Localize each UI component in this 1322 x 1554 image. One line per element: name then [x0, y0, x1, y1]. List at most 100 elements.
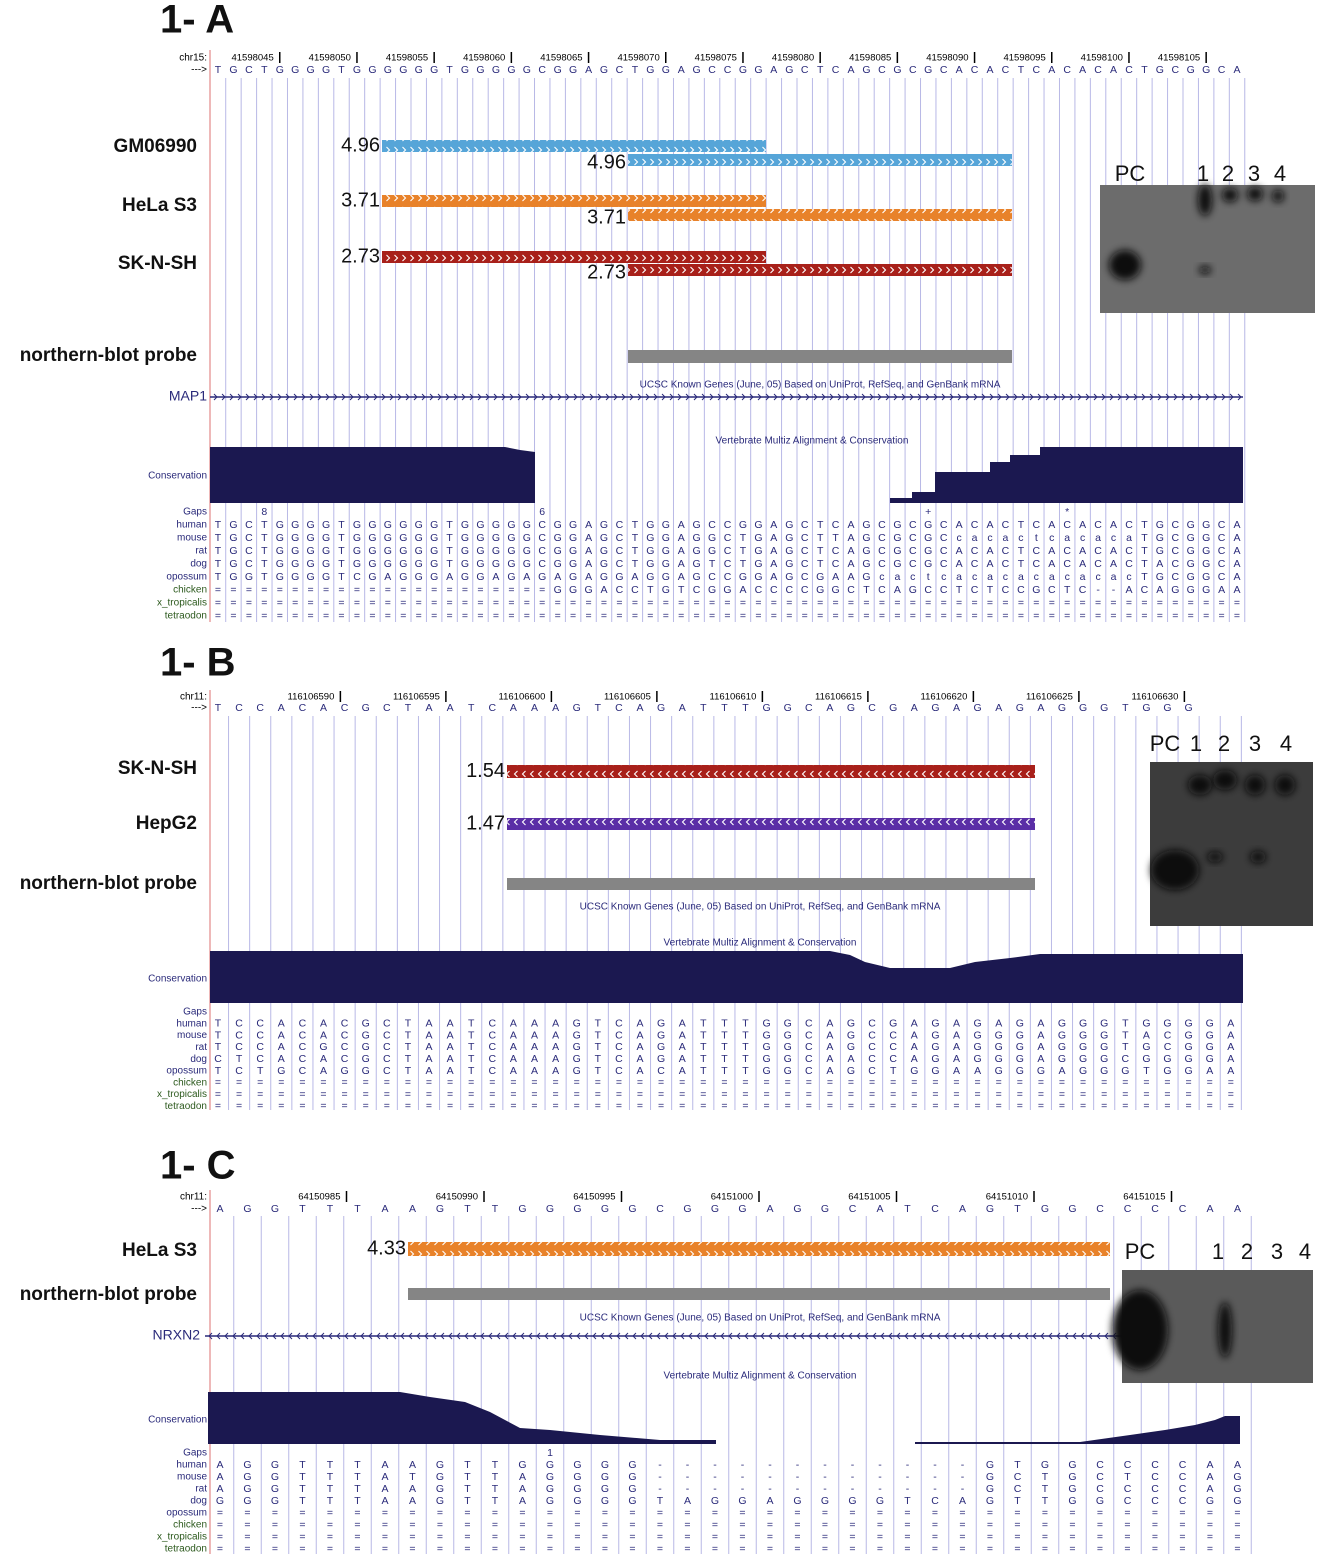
sequence: ========================================…	[215, 1100, 1234, 1112]
gene-name: MAP1	[169, 388, 207, 404]
sequence: CTCACACGCTAATCAAAGTCAGATTTGGCAACCAGAGGGA…	[214, 1053, 1234, 1065]
track-score: 4.33	[367, 1237, 406, 1259]
lane-label: 4	[1280, 731, 1292, 756]
lane-label: 1	[1197, 161, 1209, 186]
sequence: TGCTGGGGTGGGGGGTGGGGGCGGAGCTGGAGCCGGAGCT…	[215, 64, 1241, 76]
blot-band	[1213, 770, 1237, 790]
sequence: 1	[219, 1447, 554, 1459]
species-label: Gaps	[183, 507, 207, 518]
position-label: 41598085	[849, 53, 891, 64]
track-name: SK-N-SH	[118, 253, 197, 274]
lane-label: 1	[1212, 1239, 1224, 1264]
track-bar-direction	[628, 154, 1012, 166]
species-label: tetraodon	[165, 611, 207, 622]
probe-bar	[628, 350, 1012, 363]
sequence: TGCTGGGGTGGGGGGTGGGGGCGGAGCTGGAGGCTGAGCT…	[215, 545, 1241, 557]
lane-label: 3	[1271, 1239, 1283, 1264]
species-label: mouse	[177, 1030, 207, 1041]
probe-bar	[408, 1288, 1110, 1300]
lane-label: PC	[1115, 161, 1146, 186]
sequence: TCTGCAGGCTAATCAAAGTCACATTTGGCAGCTGGAAGGG…	[215, 1065, 1235, 1077]
track-bar-direction	[628, 264, 1012, 276]
position-label: 41598095	[1003, 53, 1045, 64]
position-label: 64151010	[986, 1192, 1028, 1203]
lane-label: 4	[1274, 161, 1286, 186]
species-label: chicken	[173, 1077, 207, 1088]
blot-band	[1247, 187, 1263, 201]
track-score: 1.47	[466, 812, 505, 834]
position-label: 116106620	[921, 692, 968, 703]
species-label: x_tropicalis	[157, 1532, 207, 1543]
conservation-label: Conservation	[148, 471, 207, 482]
track-score: 2.73	[587, 261, 626, 283]
track-name: HeLa S3	[122, 1240, 197, 1261]
position-label: 64150985	[298, 1192, 340, 1203]
position-label: 64151015	[1123, 1192, 1165, 1203]
conservation-caption: Vertebrate Multiz Alignment & Conservati…	[664, 1371, 857, 1382]
blot-band	[1250, 851, 1266, 863]
sequence: TCCACACGCTAATCAAAGTCAGATTTGGCAGCGAGAGAGA…	[215, 1018, 1235, 1030]
position-label: 64150995	[573, 1192, 615, 1203]
sequence: AGGTTTAAGTTGGGGGCGGGAGGCATCAGTGGCCCCAA	[216, 1203, 1241, 1215]
position-label: 41598080	[772, 53, 814, 64]
lane-label: 3	[1249, 731, 1261, 756]
species-label: human	[176, 520, 207, 531]
position-label: 116106610	[710, 692, 757, 703]
species-label: human	[176, 1018, 207, 1029]
sequence: ========================================…	[215, 1077, 1234, 1089]
sequence: TGCTGGGGTGGGGGGTGGGGGCGGAGCTGGAGCCGGAGCT…	[215, 519, 1241, 531]
species-label: x_tropicalis	[157, 598, 207, 609]
track-score: 1.54	[466, 760, 505, 782]
chrom-label: chr11:	[180, 692, 207, 703]
figure: 1- Achr15:--->41598045415980504159805541…	[0, 0, 1322, 1554]
blot-band	[1275, 775, 1295, 795]
blot-band	[1272, 190, 1284, 202]
position-label: 41598045	[231, 53, 273, 64]
conservation-profile	[210, 951, 1243, 1003]
chrom-label: chr11:	[180, 1192, 207, 1203]
species-label: dog	[190, 1054, 207, 1065]
track-score: 3.71	[587, 206, 626, 228]
panel: 1- Cchr11:--->64150985641509906415099564…	[20, 1144, 1313, 1554]
position-label: 41598075	[695, 53, 737, 64]
sequence: TGCTGGGGTGGGGGGTGGGGGCGGAGCTGGAGTCTGAGCT…	[215, 558, 1241, 570]
species-label: human	[176, 1460, 207, 1471]
conservation-label: Conservation	[148, 1415, 207, 1426]
track-score: 2.73	[341, 245, 380, 267]
gene-name: NRXN2	[153, 1327, 201, 1343]
conservation-caption: Vertebrate Multiz Alignment & Conservati…	[716, 436, 909, 447]
blot-band	[1109, 250, 1141, 280]
conservation-profile	[210, 447, 535, 503]
lane-label: 2	[1222, 161, 1234, 186]
conservation-label: Conservation	[148, 974, 207, 985]
conservation-profile	[208, 1392, 716, 1444]
panel: 1- Bchr11:--->11610659011610659511610660…	[20, 641, 1313, 1113]
species-label: chicken	[173, 585, 207, 596]
position-label: 64151000	[711, 1192, 753, 1203]
position-label: 41598060	[463, 53, 505, 64]
sequence: TCCACACGCTAATCAAAGTCAGATTTGGCAGCGAGAGAGA…	[215, 702, 1193, 714]
conservation-profile	[915, 1416, 1240, 1444]
lane-label: 1	[1190, 731, 1202, 756]
blot-band	[1245, 775, 1265, 795]
conservation-profile	[890, 447, 1243, 503]
strand-label: --->	[191, 1204, 207, 1215]
position-label: 41598070	[617, 53, 659, 64]
position-label: 116106590	[288, 692, 335, 703]
blot-band	[1218, 1302, 1232, 1358]
chrom-label: chr15:	[179, 53, 207, 64]
species-label: Gaps	[183, 1448, 207, 1459]
position-label: 41598055	[386, 53, 428, 64]
panel-label: 1- B	[160, 641, 236, 685]
track-bar-direction	[507, 765, 1035, 778]
position-label: 41598050	[309, 53, 351, 64]
species-label: tetraodon	[165, 1101, 207, 1112]
position-label: 41598065	[540, 53, 582, 64]
track-name: HepG2	[136, 813, 197, 834]
species-label: chicken	[173, 1520, 207, 1531]
species-label: tetraodon	[165, 1544, 207, 1554]
blot-band	[1188, 775, 1212, 795]
sequence: ========================================…	[215, 610, 1240, 622]
track-bar-direction	[382, 251, 766, 263]
sequence: ======================GGGACCTGTCGGACCCCG…	[215, 584, 1241, 596]
